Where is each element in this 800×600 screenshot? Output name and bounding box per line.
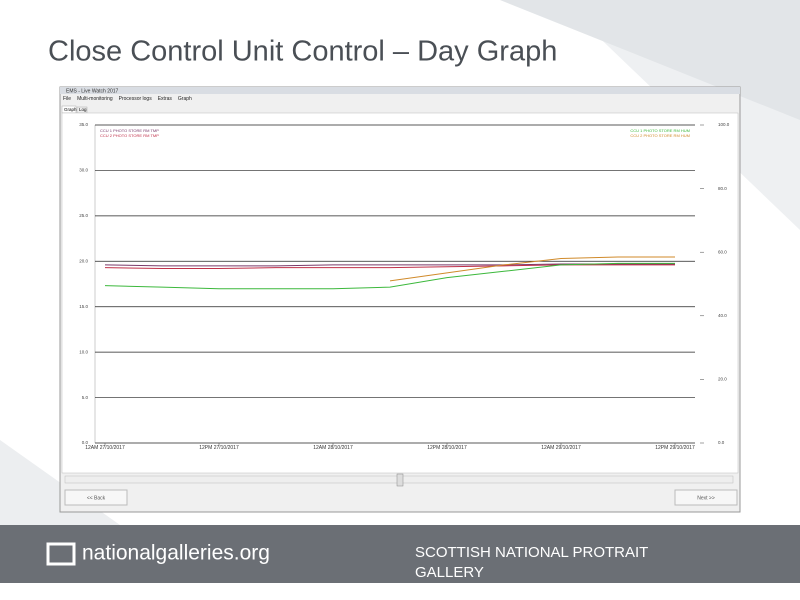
footer-venue: SCOTTISH NATIONAL PROTRAIT GALLERY bbox=[415, 544, 649, 581]
menu-item[interactable]: File bbox=[63, 96, 72, 102]
legend-entry: CCU 2 PHOTO STORE RM HUM bbox=[630, 133, 690, 138]
next-button[interactable] bbox=[674, 489, 738, 506]
menu-item[interactable]: Graph bbox=[177, 96, 192, 102]
y2-tick-label: 80.0 bbox=[718, 186, 727, 191]
y2-tick-label: 40.0 bbox=[718, 313, 727, 318]
x-tick-label: 12AM 28/10/2017 bbox=[313, 445, 353, 451]
y-tick-label: 30.0 bbox=[79, 168, 88, 173]
button-label[interactable]: Next >> bbox=[697, 495, 715, 501]
plot: 0.0 5.0 10.0 15.0 20.0 25.0 30.0 35.0 0.0 20.0 40.… bbox=[79, 122, 730, 446]
series-line bbox=[389, 256, 675, 282]
button-label[interactable]: << Back bbox=[87, 495, 106, 501]
tab-label[interactable]: Log bbox=[79, 107, 87, 112]
graph-panel bbox=[61, 112, 739, 474]
x-tick-label: 12PM 28/10/2017 bbox=[427, 445, 467, 451]
x-tick-label: 12PM 29/10/2017 bbox=[655, 445, 695, 451]
menu-bar: File Multi-monitoring Processor logs Extras… bbox=[63, 96, 192, 102]
legend-entry: CCU 1 PHOTO STORE RM HUM bbox=[630, 128, 690, 133]
footer-bar bbox=[0, 525, 800, 583]
legend-entry: CCU 1 PHOTO STORE RM TMP bbox=[100, 128, 159, 133]
tab-label[interactable]: Graph bbox=[64, 107, 77, 112]
menu-item[interactable]: Extras bbox=[157, 96, 172, 102]
back-button[interactable] bbox=[64, 489, 128, 506]
y-tick-label: 5.0 bbox=[82, 395, 89, 400]
y-tick-label: 0.0 bbox=[82, 440, 89, 445]
y-tick-label: 20.0 bbox=[79, 258, 88, 263]
y-tick-label: 15.0 bbox=[79, 304, 88, 309]
x-tick-label: 12AM 27/10/2017 bbox=[85, 445, 125, 451]
scroll-thumb[interactable] bbox=[396, 473, 404, 487]
window-title: EMS - Live Watch 2017 bbox=[66, 88, 119, 94]
y2-tick-label: 60.0 bbox=[718, 249, 727, 254]
y-tick-label: 25.0 bbox=[79, 213, 88, 218]
slide-title: Close Control Unit Control – Day Graph bbox=[48, 36, 557, 68]
menu-item[interactable]: Processor logs bbox=[118, 96, 152, 102]
y2-tick-label: 20.0 bbox=[718, 377, 727, 382]
series-line bbox=[104, 262, 675, 290]
y-tick-label: 35.0 bbox=[79, 122, 88, 127]
x-tick-label: 12PM 27/10/2017 bbox=[199, 445, 239, 451]
logo bbox=[46, 542, 76, 566]
window-titlebar bbox=[60, 87, 740, 94]
series-line bbox=[104, 264, 675, 270]
y2-tick-label: 0.0 bbox=[718, 440, 725, 445]
y2-tick-label: 100.0 bbox=[718, 122, 730, 127]
footer-website: nationalgalleries.org bbox=[82, 542, 270, 565]
legend-entry: CCU 2 PHOTO STORE RM TMP bbox=[100, 133, 159, 138]
menu-item[interactable]: Multi-monitoring bbox=[77, 96, 113, 102]
y-tick-label: 10.0 bbox=[79, 349, 88, 354]
x-tick-label: 12AM 29/10/2017 bbox=[541, 445, 581, 451]
